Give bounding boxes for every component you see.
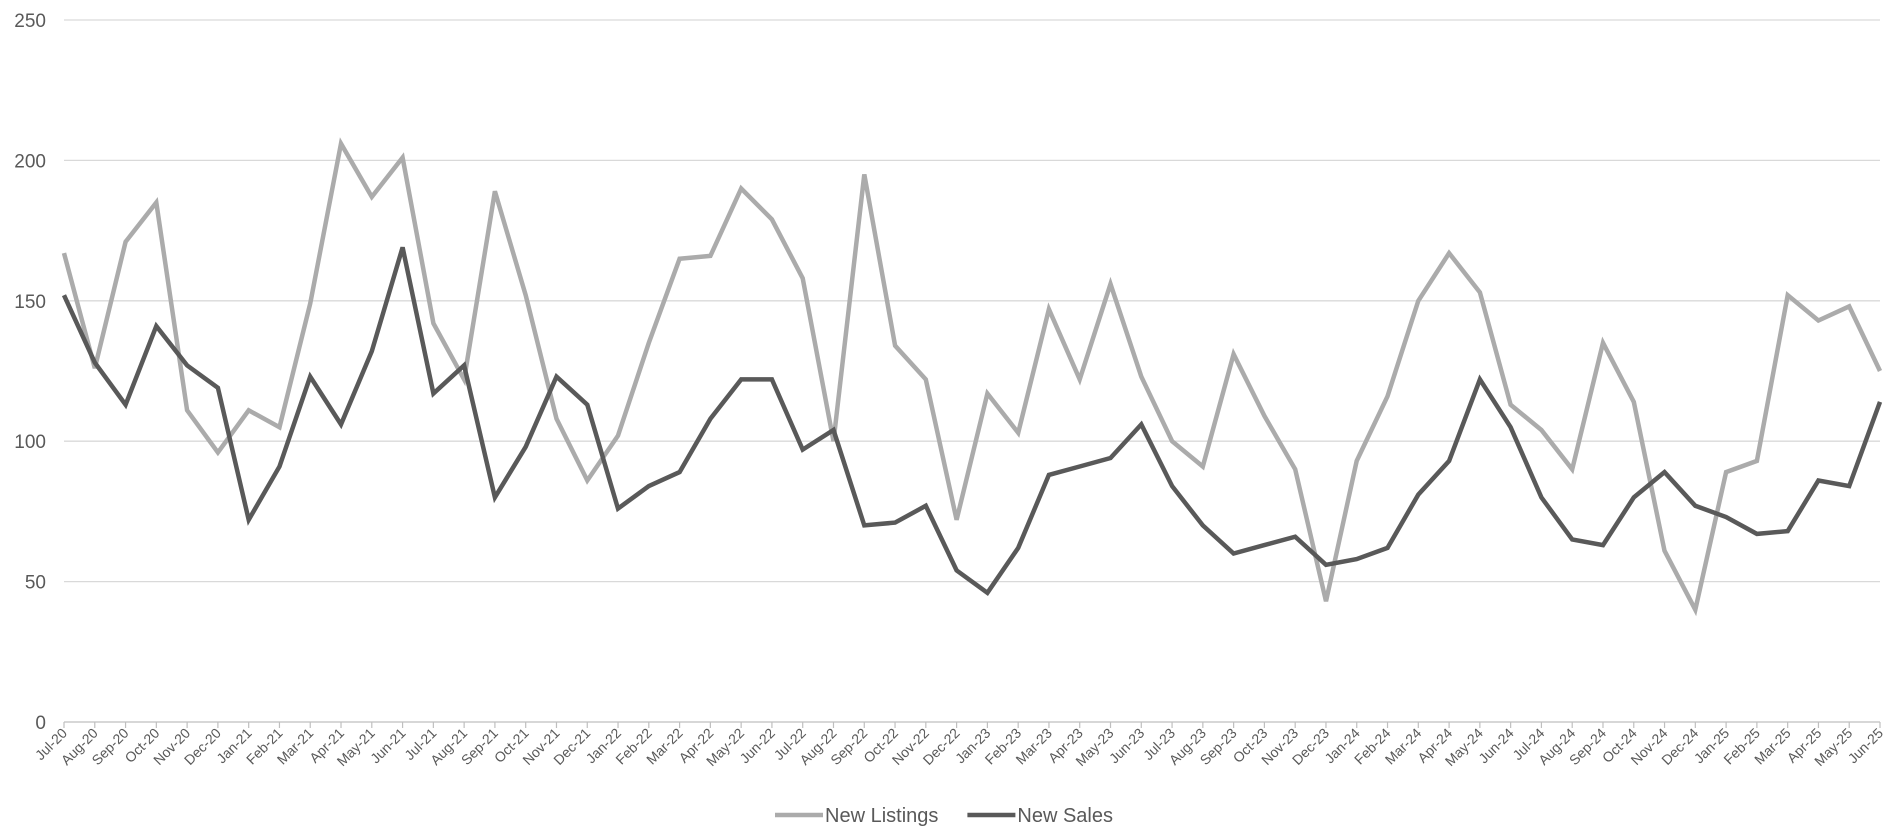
- legend-label: New Listings: [825, 805, 938, 827]
- y-tick-label: 50: [25, 573, 46, 594]
- legend-label: New Sales: [1017, 805, 1113, 827]
- x-tick-label: Jun-24: [1475, 725, 1517, 767]
- y-tick-label: 150: [14, 292, 46, 313]
- y-tick-label: 100: [14, 432, 46, 453]
- y-axis-ticks: 0 50 100 150 200 250: [14, 11, 46, 734]
- x-tick-label: Jun-21: [367, 725, 409, 767]
- gridlines: [64, 19, 1880, 723]
- series-lines: [61, 137, 1883, 617]
- x-axis-ticks: Jul-20Aug-20Sep-20Oct-20Nov-20Dec-20Jan-…: [32, 722, 1886, 769]
- x-tick-label: Jun-22: [736, 725, 778, 767]
- legend: New Listings New Sales: [775, 805, 1113, 827]
- y-tick-label: 200: [14, 151, 46, 172]
- y-tick-label: 0: [35, 713, 46, 734]
- series-line-new-listings: [61, 137, 1883, 617]
- y-tick-label: 250: [14, 11, 46, 32]
- x-tick-label: Jun-25: [1845, 725, 1887, 767]
- x-tick-label: Jun-23: [1106, 725, 1148, 767]
- series-line-new-sales: [61, 246, 1883, 596]
